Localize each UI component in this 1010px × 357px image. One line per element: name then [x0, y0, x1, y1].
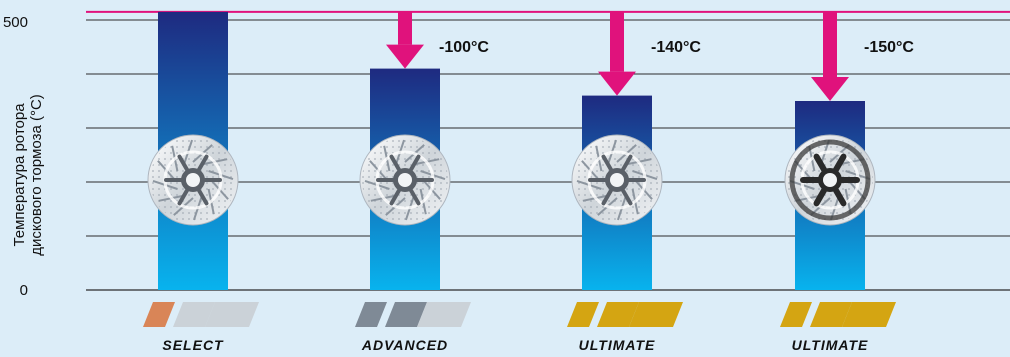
- brake-rotor-icon: [147, 134, 239, 226]
- category-label: ULTIMATE: [579, 337, 656, 353]
- tier-badge: [355, 302, 471, 327]
- drop-arrow-head: [386, 44, 424, 69]
- tier-badge: [143, 302, 259, 327]
- drop-label: -100°C: [439, 39, 489, 56]
- brake-rotor-icon: [784, 134, 876, 226]
- drop-label: -140°C: [651, 39, 701, 56]
- brake-rotor-icon: [571, 134, 663, 226]
- drop-arrow-shaft: [823, 11, 837, 77]
- drop-label: -150°C: [864, 39, 914, 56]
- y-axis-label: дискового тормоза (°C): [28, 94, 45, 256]
- category-label: ADVANCED: [361, 337, 448, 353]
- drop-arrow-shaft: [610, 11, 624, 72]
- category-label: SELECT: [162, 337, 224, 353]
- y-axis-label: Температура ротора: [11, 103, 28, 247]
- drop-arrow-head: [811, 77, 849, 101]
- tier-badge: [567, 302, 683, 327]
- category-label: ULTIMATE: [792, 337, 869, 353]
- drop-arrow-shaft: [398, 11, 412, 45]
- drop-arrow-head: [598, 71, 636, 96]
- tier-badge: [780, 302, 896, 327]
- y-tick-label: 500: [3, 14, 28, 31]
- brake-rotor-icon: [359, 134, 451, 226]
- y-tick-label: 0: [20, 282, 28, 299]
